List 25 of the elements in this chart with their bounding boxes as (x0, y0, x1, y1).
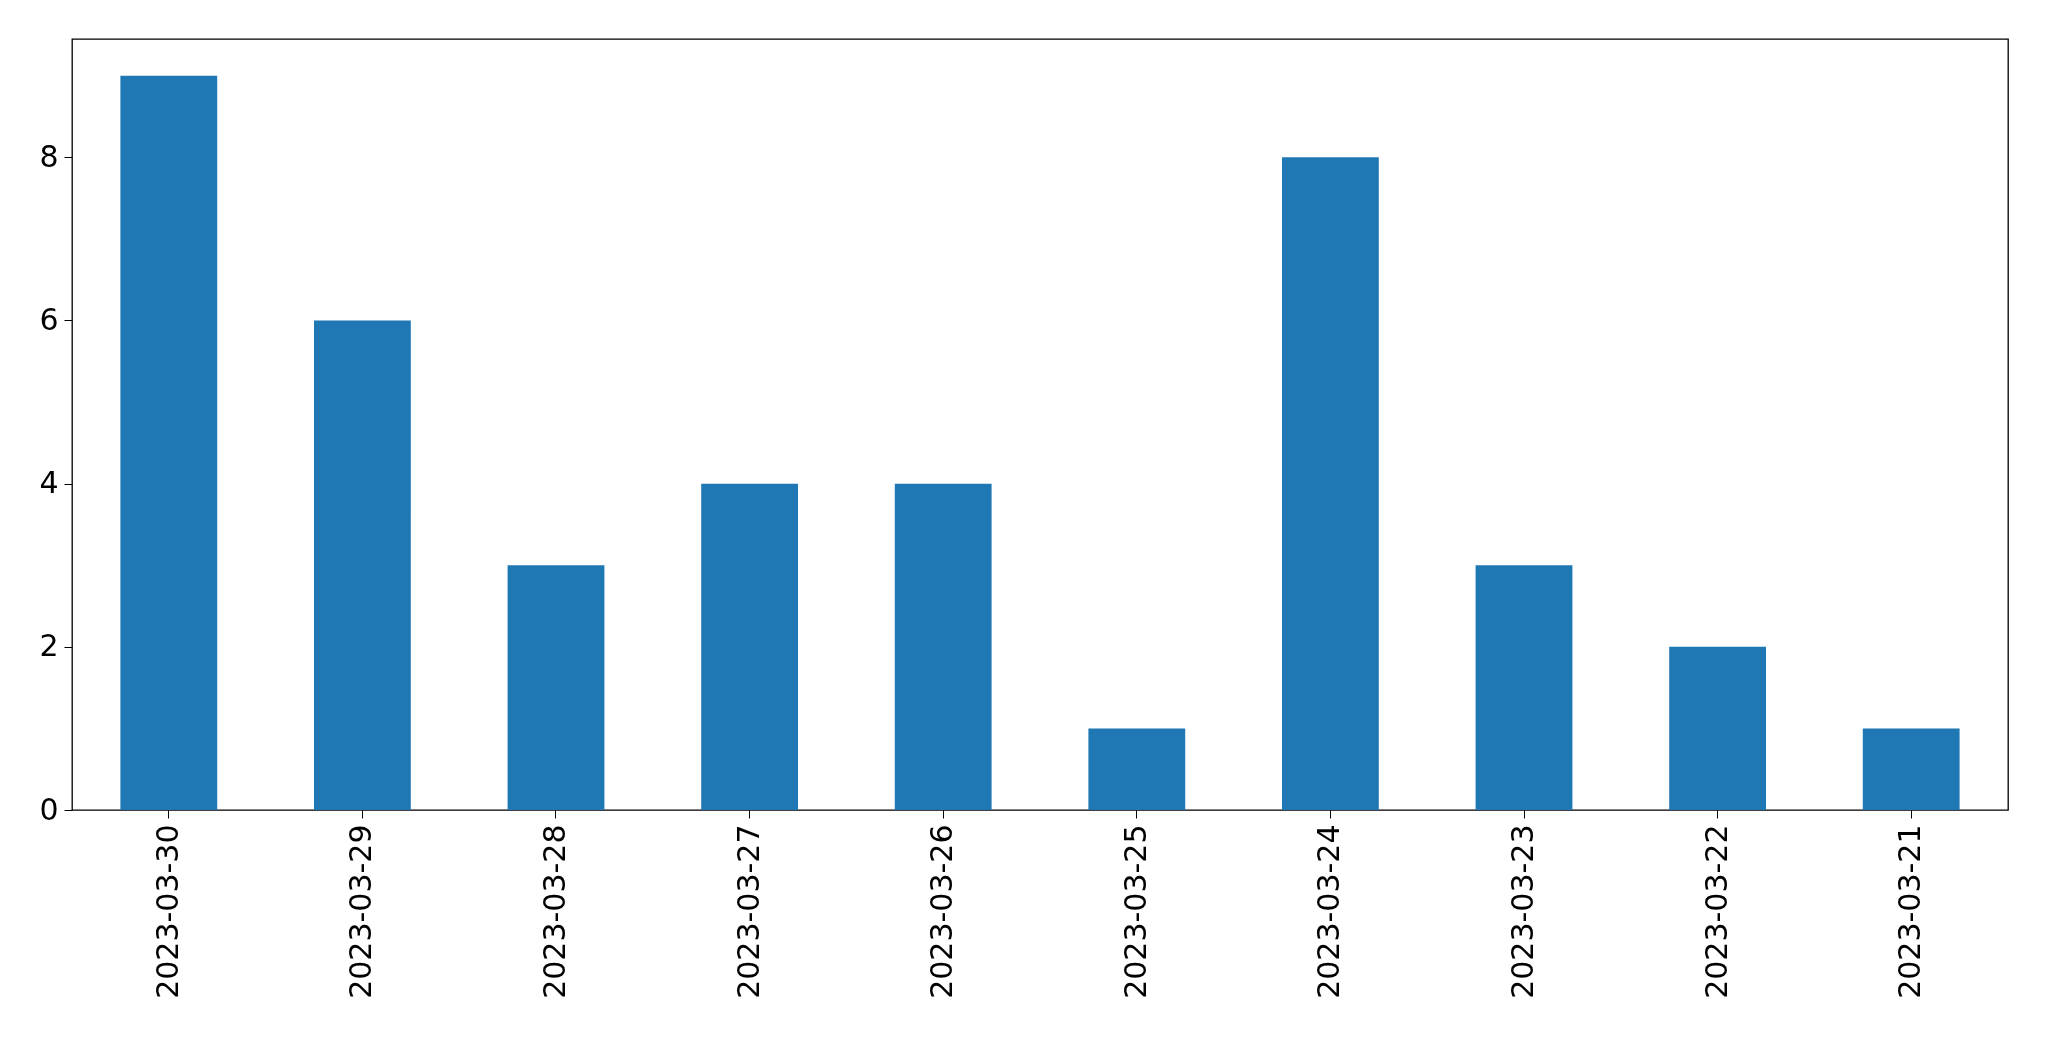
x-tick-label: 2023-03-24 (1311, 824, 1347, 999)
y-tick-label: 2 (39, 628, 59, 664)
y-tick-label: 0 (39, 791, 59, 827)
bar (1088, 728, 1186, 810)
bar (1282, 157, 1379, 810)
y-tick-label: 4 (39, 465, 59, 501)
x-tick-label: 2023-03-27 (730, 824, 766, 999)
x-tick-label: 2023-03-23 (1505, 824, 1540, 999)
x-tick-label: 2023-03-26 (924, 824, 960, 999)
x-tick-label: 2023-03-25 (1117, 824, 1153, 999)
x-tick-label: 2023-03-22 (1698, 824, 1734, 999)
bar (314, 320, 411, 810)
bar (1475, 565, 1573, 810)
bar (1862, 728, 1960, 810)
bar (894, 483, 992, 810)
y-tick-label: 8 (39, 138, 59, 174)
bar (120, 75, 218, 810)
x-tick-label: 2023-03-30 (149, 824, 185, 999)
bar (507, 565, 605, 810)
y-tick-label: 6 (39, 301, 59, 337)
x-tick-label: 2023-03-21 (1892, 824, 1928, 999)
x-tick-label: 2023-03-28 (537, 824, 572, 999)
bar (701, 483, 798, 810)
x-tick-label: 2023-03-29 (343, 824, 379, 999)
bar (1669, 646, 1766, 810)
